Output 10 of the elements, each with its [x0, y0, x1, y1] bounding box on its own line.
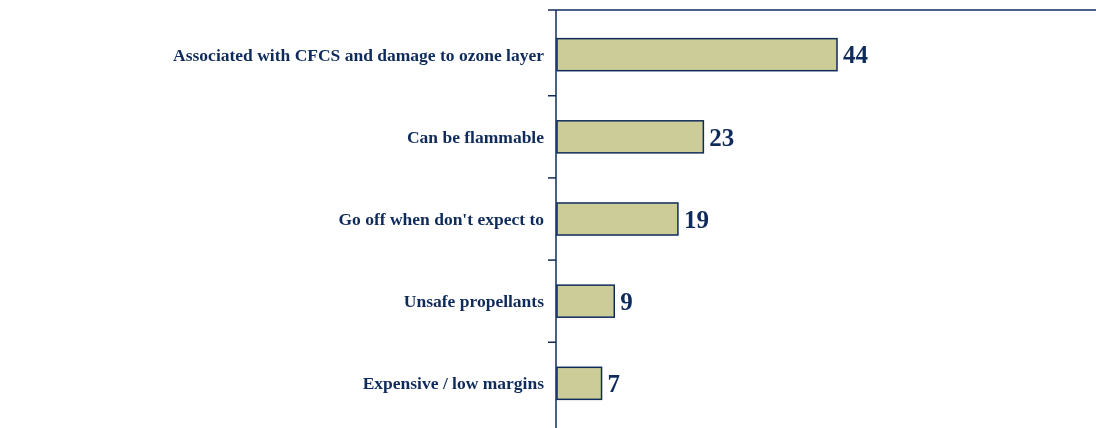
data-label: 44 [843, 41, 869, 69]
data-label: 19 [683, 205, 709, 233]
y-tick-label: Can be flammable [406, 126, 545, 147]
data-label: 9 [620, 287, 633, 315]
data-label: 23 [709, 123, 735, 151]
y-tick-label: Go off when don't expect to [338, 209, 545, 230]
y-tick-label: Associated with CFCS and damage to ozone layer [173, 44, 545, 65]
y-tick-label: Expensive / low margins [362, 373, 545, 394]
y-tick-label: Unsafe propellants [403, 291, 545, 312]
data-label: 7 [607, 370, 621, 398]
